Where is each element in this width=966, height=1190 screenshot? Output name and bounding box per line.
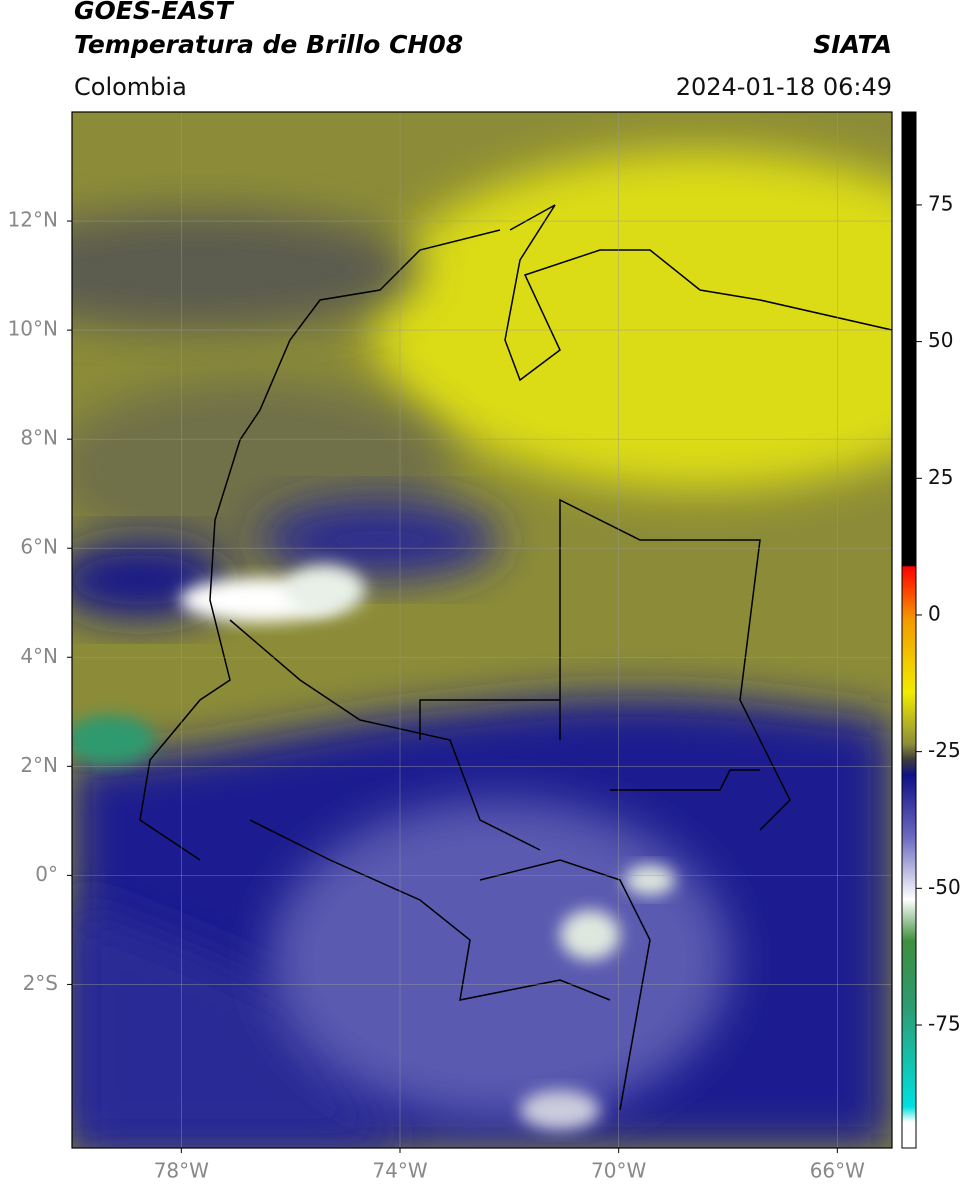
y-tick-label: 0° bbox=[35, 862, 58, 886]
y-tick-label: 2°S bbox=[23, 971, 58, 995]
colorbar bbox=[901, 111, 917, 1149]
x-tick-label: 78°W bbox=[154, 1159, 209, 1183]
colorbar-tick-label: -25 bbox=[928, 738, 961, 762]
source: SIATA bbox=[813, 30, 892, 59]
boundaries bbox=[139, 204, 892, 1111]
y-tick-label: 2°N bbox=[20, 753, 58, 777]
map-frame bbox=[71, 111, 893, 1149]
x-tick-label: 66°W bbox=[810, 1159, 865, 1183]
y-tick-label: 8°N bbox=[20, 426, 58, 450]
y-tick-label: 12°N bbox=[8, 208, 58, 232]
y-tick-label: 4°N bbox=[20, 644, 58, 668]
datetime: 2024-01-18 06:49 bbox=[676, 73, 892, 101]
colorbar-tick-label: -75 bbox=[928, 1011, 961, 1035]
y-tick-label: 10°N bbox=[8, 317, 58, 341]
y-tick-label: 6°N bbox=[20, 535, 58, 559]
colorbar-tick-label: 50 bbox=[928, 328, 953, 352]
colorbar-tick-label: 25 bbox=[928, 465, 953, 489]
satellite-image bbox=[72, 112, 892, 1148]
colorbar-tick-label: 75 bbox=[928, 191, 953, 215]
region: Colombia bbox=[74, 73, 187, 101]
title: GOES-EAST bbox=[74, 0, 235, 25]
colorbar-tick-label: -50 bbox=[928, 875, 961, 899]
x-tick-label: 70°W bbox=[591, 1159, 646, 1183]
colorbar-tick-label: 0 bbox=[928, 601, 941, 625]
subtitle: Temperatura de Brillo CH08 bbox=[74, 30, 463, 59]
x-tick-label: 74°W bbox=[372, 1159, 427, 1183]
